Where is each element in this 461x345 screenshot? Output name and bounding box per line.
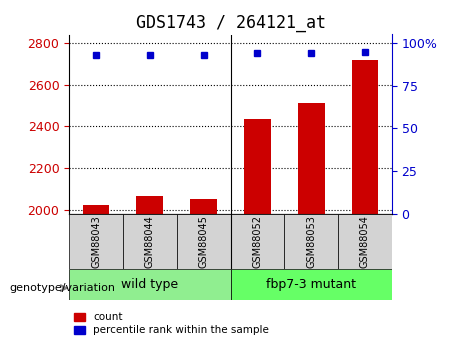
Text: genotype/variation: genotype/variation	[9, 283, 115, 293]
Legend: count, percentile rank within the sample: count, percentile rank within the sample	[74, 312, 269, 335]
FancyBboxPatch shape	[230, 269, 392, 300]
Text: fbp7-3 mutant: fbp7-3 mutant	[266, 278, 356, 291]
Bar	[244, 119, 271, 214]
FancyBboxPatch shape	[230, 214, 284, 269]
Bar	[83, 205, 109, 214]
Text: GDS1743 / 264121_at: GDS1743 / 264121_at	[136, 14, 325, 32]
Text: GSM88052: GSM88052	[252, 215, 262, 268]
Bar	[136, 196, 163, 214]
FancyBboxPatch shape	[123, 214, 177, 269]
FancyBboxPatch shape	[69, 214, 123, 269]
Text: GSM88044: GSM88044	[145, 215, 155, 268]
FancyBboxPatch shape	[284, 214, 338, 269]
Bar	[298, 104, 325, 214]
Text: GSM88053: GSM88053	[306, 215, 316, 268]
Bar	[190, 199, 217, 214]
Text: wild type: wild type	[121, 278, 178, 291]
Text: GSM88043: GSM88043	[91, 215, 101, 268]
FancyBboxPatch shape	[338, 214, 392, 269]
Text: GSM88045: GSM88045	[199, 215, 209, 268]
Bar	[351, 60, 378, 214]
Text: GSM88054: GSM88054	[360, 215, 370, 268]
FancyBboxPatch shape	[69, 269, 230, 300]
FancyBboxPatch shape	[177, 214, 230, 269]
